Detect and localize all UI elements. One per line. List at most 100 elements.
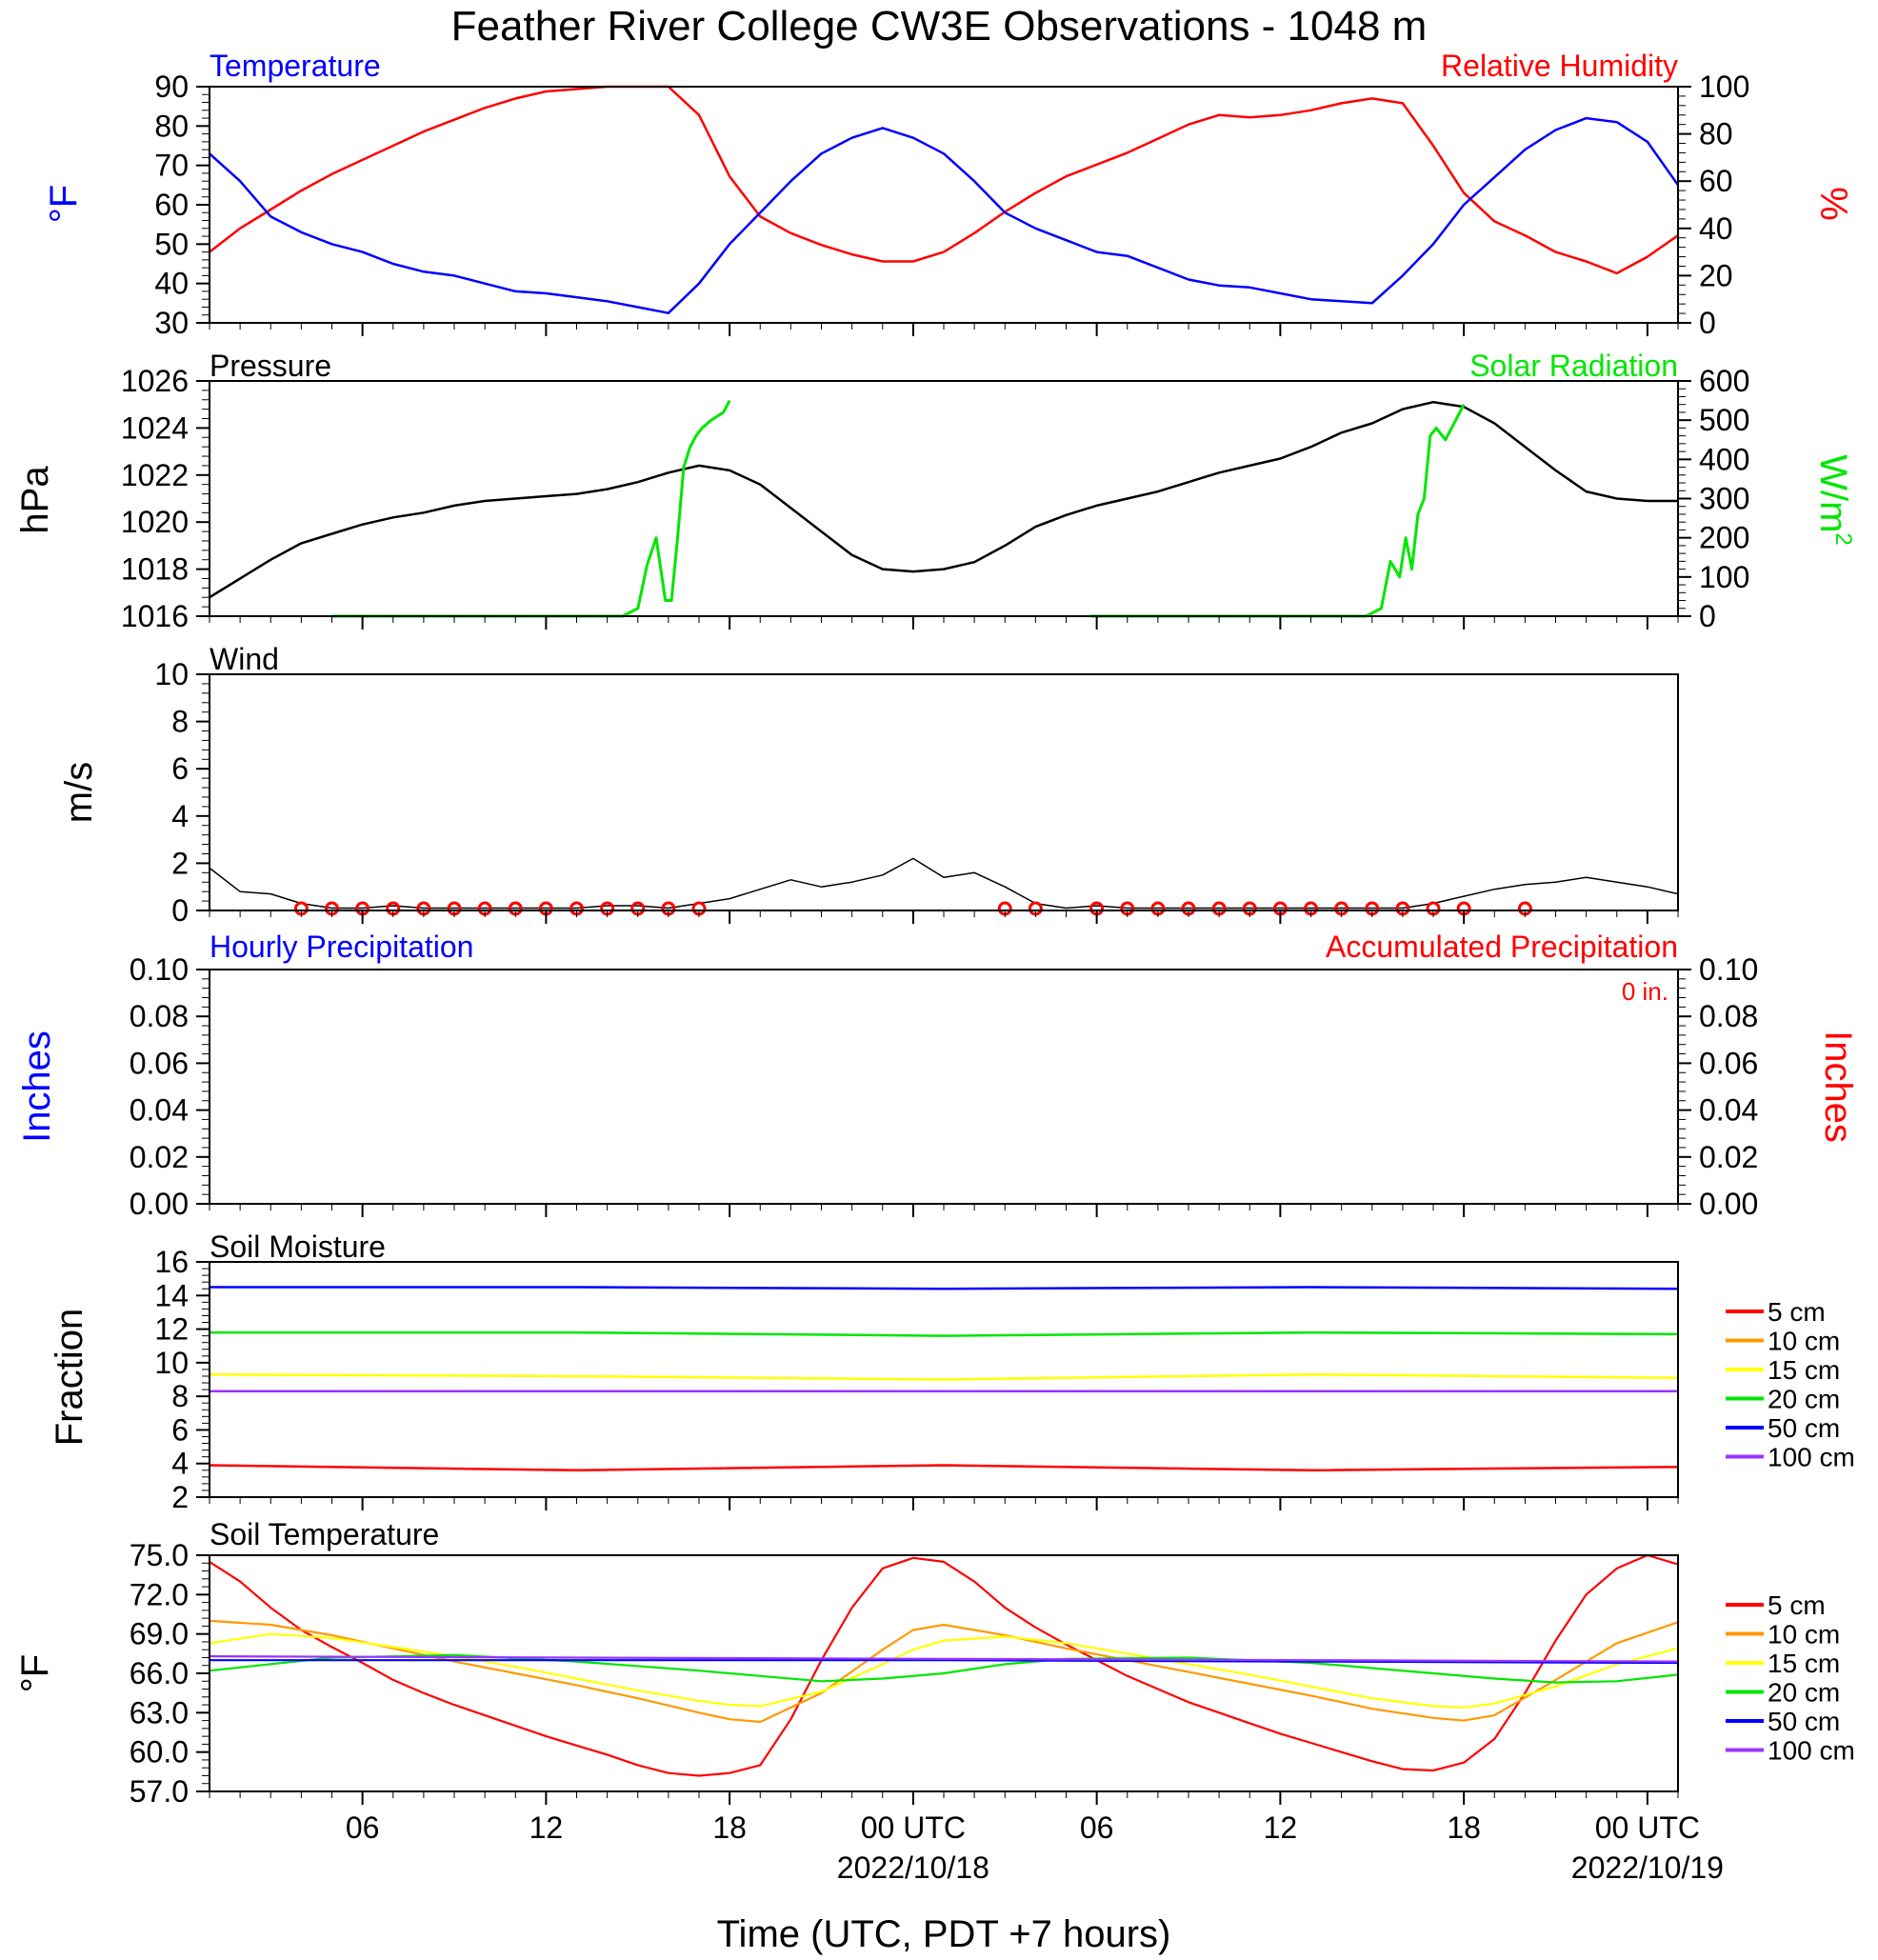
temperature-tick-labels: 90 80 70 60 50 40 30 [154,70,210,340]
panel-frame [209,969,1679,1205]
left-tick-label: 75.0 [130,1538,189,1572]
humidity-unit: % [1812,187,1854,221]
x-tick-label: 06 [346,1810,380,1845]
time-axis: 06 12 18 00 UTC 2022/10/18 06 12 18 00 UTC 2022/1… [209,323,1724,1885]
accum-precip-total: 0 in. [1622,977,1668,1006]
left-tick-label: 70 [154,149,189,183]
panel-precipitation: Hourly Precipitation Accumulated Precipi… [16,930,1859,1221]
soil-moisture-line [209,1372,1679,1381]
precip-right-tick-labels: 0.10 0.08 0.06 0.04 0.02 0.00 [1678,952,1758,1221]
soil-temp-unit: °F [14,1654,56,1692]
left-tick-label: 0.08 [130,999,189,1033]
pressure-tick-labels: 1026 1024 1022 1020 1018 1016 [121,364,210,633]
accum-precip-title: Accumulated Precipitation [1326,930,1678,964]
wind-speed-line [209,857,1679,910]
left-tick-label: 0.10 [130,952,189,987]
left-tick-label: 16 [154,1245,189,1279]
precip-left-tick-labels: 0.10 0.08 0.06 0.04 0.02 0.00 [130,952,210,1221]
right-tick-label: 0 [1699,599,1716,633]
panel-frame [209,86,1679,324]
temperature-humidity-lines [209,85,1680,314]
panel-temperature-humidity: Temperature Relative Humidity °F % 90 80 7… [43,49,1854,340]
hourly-precip-title: Hourly Precipitation [210,930,473,964]
left-tick-label: 66.0 [130,1656,189,1690]
left-tick-label: 1016 [121,599,189,633]
wind-lines [209,857,1679,916]
legend-label: 5 cm [1768,1297,1826,1327]
temperature-unit: °F [43,185,85,223]
right-tick-label: 20 [1699,258,1733,292]
left-tick-label: 90 [154,70,189,104]
right-tick-label: 300 [1699,482,1749,516]
left-tick-label: 60 [154,188,189,222]
left-tick-label: 10 [154,1346,189,1380]
legend-label: 100 cm [1768,1443,1855,1472]
legend-label: 5 cm [1768,1590,1826,1620]
left-tick-label: 6 [171,1412,189,1447]
left-tick-label: 0 [171,893,189,928]
precip-left-unit: Inches [16,1030,58,1143]
left-tick-label: 14 [154,1278,189,1312]
soil-temp-title: Soil Temperature [210,1517,439,1551]
soil-temp-line [210,1659,1679,1665]
wind-unit: m/s [58,762,100,823]
x-tick-label: 18 [712,1810,747,1845]
left-tick-label: 57.0 [130,1774,189,1809]
left-tick-label: 50 [154,227,189,261]
solar-title: Solar Radiation [1469,349,1678,383]
pressure-solar-lines [209,399,1678,618]
x-tick-label: 00 UTC [1595,1810,1700,1845]
left-tick-label: 2 [171,1480,189,1514]
right-tick-label: 100 [1699,70,1749,104]
left-tick-label: 0.02 [130,1140,189,1174]
soil-moisture-unit: Fraction [49,1309,90,1447]
pressure-title: Pressure [210,349,331,383]
left-tick-label: 40 [154,267,189,301]
left-tick-label: 72.0 [130,1577,189,1611]
soil-temp-line [209,1654,1679,1663]
left-tick-label: 0.00 [130,1187,189,1221]
humidity-tick-labels: 100 80 60 40 20 0 [1678,70,1749,340]
right-tick-label: 0 [1699,306,1716,340]
x-tick-label: 06 [1080,1810,1114,1845]
legend-label: 50 cm [1768,1707,1840,1736]
legend-label: 15 cm [1768,1355,1840,1385]
left-tick-label: 63.0 [130,1695,189,1730]
legend-label: 10 cm [1768,1620,1840,1650]
right-tick-label: 60 [1699,164,1733,198]
wind-title: Wind [210,642,279,676]
panel-pressure-solar: Pressure Solar Radiation hPa W/m2 102610… [14,349,1856,633]
legend-label: 50 cm [1768,1413,1840,1443]
right-tick-label: 40 [1699,211,1733,246]
right-tick-label: 0.02 [1699,1140,1758,1174]
x-tick-date: 2022/10/19 [1571,1850,1724,1885]
left-tick-label: 60.0 [130,1735,189,1770]
right-tick-label: 200 [1699,521,1749,555]
left-tick-label: 1024 [121,410,189,445]
chart-title: Feather River College CW3E Observations … [451,3,1428,50]
right-tick-label: 0.08 [1699,999,1758,1033]
left-tick-label: 4 [171,1447,189,1481]
left-tick-label: 1020 [121,505,189,539]
soil-moisture-line [209,1464,1679,1472]
right-tick-label: 100 [1699,560,1749,594]
solar-unit-sup: 2 [1830,532,1856,545]
solar-line [331,399,731,618]
pressure-unit: hPa [14,466,56,534]
soil-temp-line [209,1553,1679,1777]
left-tick-label: 30 [154,306,189,340]
left-tick-label: 80 [154,109,189,143]
humidity-title: Relative Humidity [1441,49,1678,83]
solar-unit-base: W/m [1812,454,1854,532]
legend-label: 15 cm [1768,1649,1840,1678]
left-tick-label: 0.04 [130,1093,189,1128]
right-tick-label: 0.00 [1699,1187,1758,1221]
left-tick-label: 8 [171,705,189,739]
x-tick-date: 2022/10/18 [837,1850,989,1885]
panel-soil-temperature: Soil Temperature °F 75.0 72.0 69.0 66.0 63.0… [14,1517,1855,1809]
right-tick-label: 400 [1699,442,1749,476]
